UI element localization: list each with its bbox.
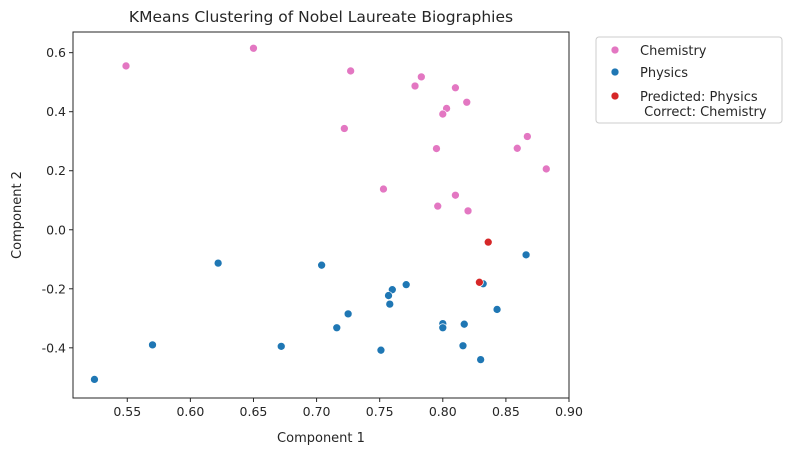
legend: Chemistry Physics Predicted: Physics Corre… xyxy=(595,36,783,124)
data-point xyxy=(249,43,258,53)
data-point xyxy=(385,299,395,309)
plot-frame xyxy=(72,31,570,399)
data-point xyxy=(148,340,157,350)
legend-marker xyxy=(610,45,620,55)
data-point xyxy=(332,323,342,333)
legend-marker xyxy=(610,91,620,101)
data-point xyxy=(459,319,469,329)
y-axis-title: Component 2 xyxy=(10,171,25,259)
plot-area xyxy=(73,32,569,398)
data-point xyxy=(512,143,522,153)
data-point xyxy=(379,184,388,194)
data-point xyxy=(483,237,493,247)
data-point xyxy=(451,190,460,200)
data-point xyxy=(213,258,223,268)
data-point xyxy=(463,206,473,216)
x-tick-label: 0.55 xyxy=(113,404,141,419)
y-tick-label: -0.2 xyxy=(42,281,66,296)
x-tick-label: 0.65 xyxy=(240,404,268,419)
chart-title: KMeans Clustering of Nobel Laureate Biog… xyxy=(129,8,513,26)
data-point xyxy=(416,72,426,82)
data-point xyxy=(451,83,460,93)
x-tick-label: 0.85 xyxy=(492,404,520,419)
y-tick-label: 0.0 xyxy=(46,222,66,237)
data-point xyxy=(432,144,441,153)
data-point xyxy=(317,260,326,270)
data-point xyxy=(401,280,411,290)
data-point xyxy=(462,97,472,107)
data-point xyxy=(492,305,502,314)
data-point xyxy=(90,375,99,384)
data-point xyxy=(339,124,349,133)
x-tick-label: 0.75 xyxy=(366,404,394,419)
data-point xyxy=(438,323,448,333)
legend-frame xyxy=(595,36,783,124)
data-point xyxy=(276,341,286,351)
y-tick-label: -0.4 xyxy=(42,340,66,355)
x-tick-label: 0.60 xyxy=(176,404,204,419)
x-tick-label: 0.90 xyxy=(555,404,583,419)
legend-label: Chemistry xyxy=(640,44,707,59)
x-axis-ticks: 0.55 0.60 0.65 0.70 0.75 0.80 0.85 0.90 xyxy=(113,398,583,419)
data-point xyxy=(475,277,484,287)
data-point xyxy=(121,61,131,71)
data-point xyxy=(476,355,486,364)
y-tick-label: 0.4 xyxy=(46,104,66,119)
data-point xyxy=(438,109,448,119)
data-point xyxy=(410,81,420,91)
data-point xyxy=(541,164,551,174)
legend-marker xyxy=(610,67,620,77)
data-point xyxy=(523,132,532,141)
y-tick-label: 0.6 xyxy=(46,45,66,60)
data-points xyxy=(90,43,551,384)
y-tick-label: 0.2 xyxy=(46,163,66,178)
legend-label: Physics xyxy=(640,66,688,81)
data-point xyxy=(346,66,356,76)
legend-label: Predicted: Physics Correct: Chemistry xyxy=(640,90,767,120)
data-point xyxy=(521,250,531,260)
x-tick-label: 0.80 xyxy=(429,404,457,419)
data-point xyxy=(343,309,353,319)
data-point xyxy=(384,291,393,300)
data-point xyxy=(433,201,443,211)
data-point xyxy=(458,341,468,351)
x-tick-label: 0.70 xyxy=(303,404,331,419)
data-point xyxy=(376,345,386,355)
x-axis-title: Component 1 xyxy=(277,431,365,446)
legend-items: Chemistry Physics Predicted: Physics Corre… xyxy=(610,44,767,120)
y-axis-ticks: -0.4 -0.2 0.0 0.2 0.4 0.6 xyxy=(42,45,73,355)
